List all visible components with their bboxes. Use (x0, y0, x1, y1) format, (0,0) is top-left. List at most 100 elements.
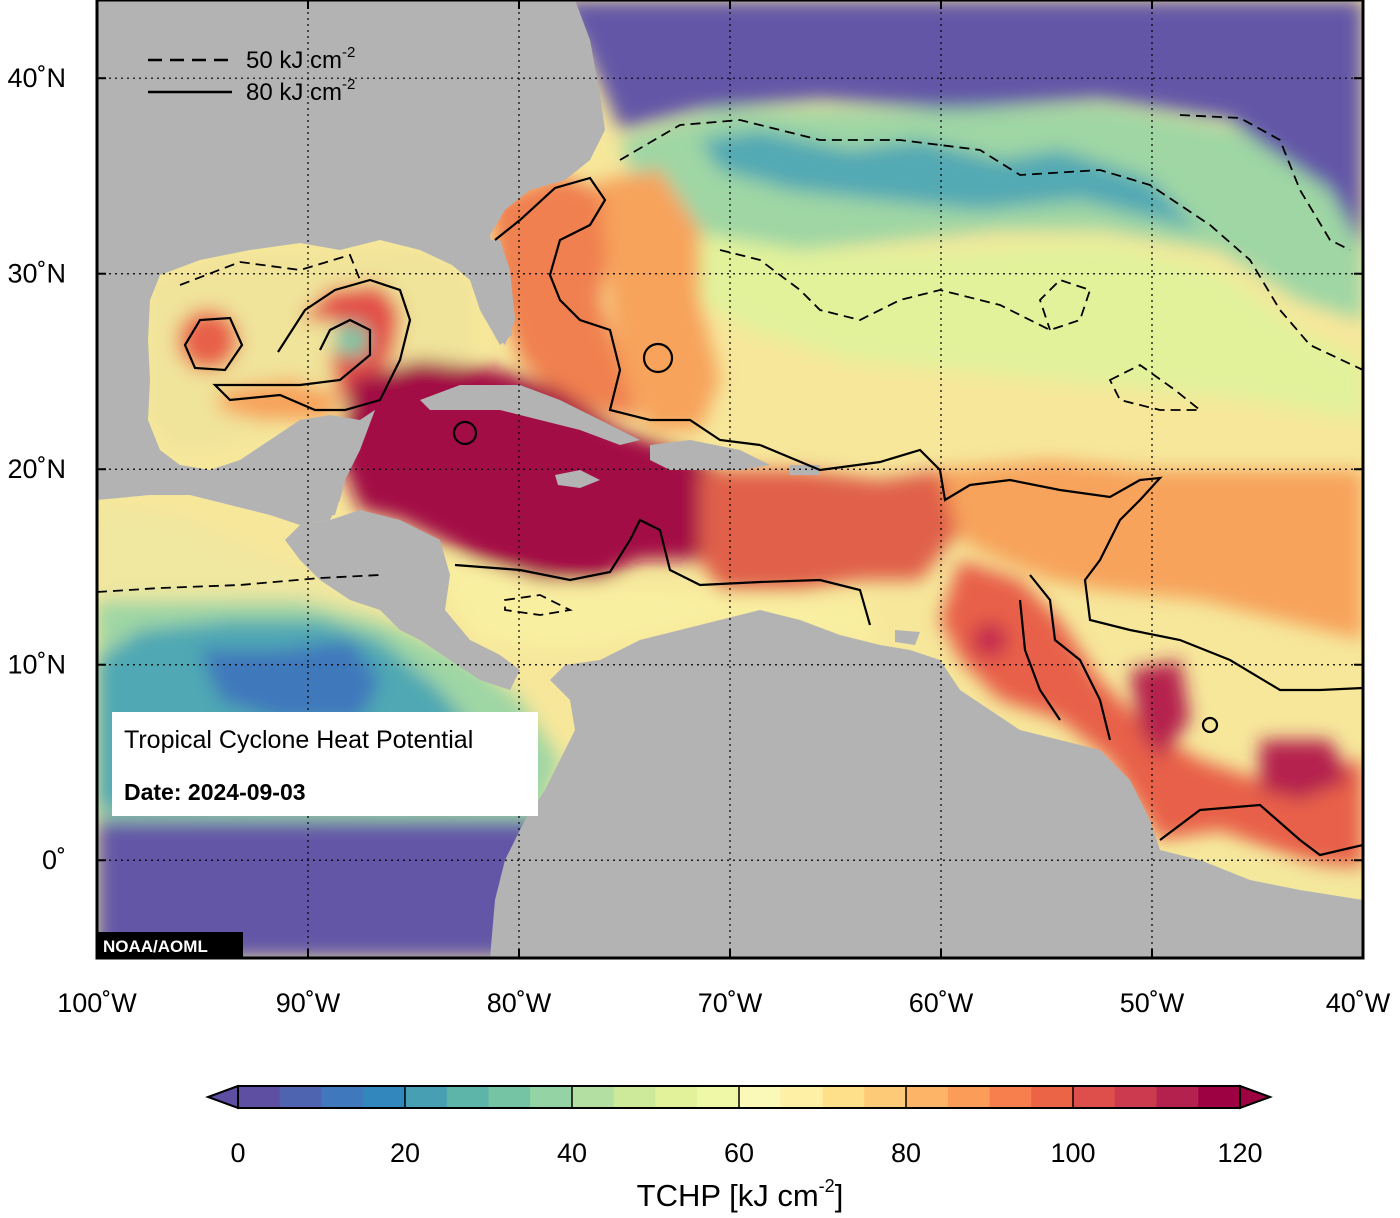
lon-tick-label: 100˚W (57, 988, 137, 1018)
land-jamaica (555, 470, 600, 488)
caribbean-east-warm (700, 470, 960, 590)
contour-80-guiana-inner (1018, 599, 1061, 721)
colorbar-tick-label: 40 (557, 1138, 587, 1168)
info-box-date: Date: 2024-09-03 (124, 779, 306, 805)
colorbar-over-arrow (1239, 1084, 1273, 1110)
contour-80-gulf-west (183, 316, 244, 372)
gulf-stream-warm (490, 175, 640, 420)
colorbar-swatch (1198, 1086, 1241, 1108)
contour-50-mid-loop (719, 249, 1092, 331)
colorbar-swatch (947, 1086, 990, 1108)
info-box-title: Tropical Cyclone Heat Potential (124, 726, 473, 754)
contour-50-caribbean-south (504, 594, 573, 616)
teal-patches-north (700, 130, 1200, 230)
contour-80-gulfstream (494, 176, 761, 447)
contour-80-guiana (1029, 574, 1112, 741)
colorbar-tick-label: 80 (891, 1138, 921, 1168)
colorbar-tick-label: 120 (1217, 1138, 1262, 1168)
contour-50-gulf (179, 253, 361, 286)
caribbean-hot (340, 360, 730, 580)
colorbar-swatch (864, 1086, 907, 1108)
colorbar-tick-label: 60 (724, 1138, 754, 1168)
land-central-america (285, 510, 520, 690)
credit-badge: NOAA/AOML (97, 932, 243, 958)
credit-badge-background (97, 932, 243, 958)
colorbar-swatch (238, 1086, 281, 1108)
colorbar-swatch (530, 1086, 573, 1108)
colorbar-swatch (655, 1086, 698, 1108)
land-cuba (420, 385, 640, 445)
contour-legend: 50 kJ cm-2 80 kJ cm-2 (148, 44, 355, 106)
colorbar-swatch (989, 1086, 1032, 1108)
yellow-green-mid (680, 230, 1363, 420)
colorbar-swatch (279, 1086, 322, 1108)
contour-80-gulf-loop (212, 278, 412, 412)
contour-80-caribbean-south (454, 518, 872, 626)
colorbar-swatch (1156, 1086, 1199, 1108)
lat-tick-label: 10˚N (7, 650, 66, 680)
colorbar-tick-label: 100 (1050, 1138, 1095, 1168)
land-yucatan (300, 410, 375, 515)
info-box-background (112, 712, 538, 816)
colorbar-swatch (1031, 1086, 1074, 1108)
colorbar-swatch (780, 1086, 823, 1108)
contour-80-tropical-north (759, 443, 1363, 692)
land-south-america (490, 610, 1363, 958)
land-trinidad (895, 630, 920, 645)
colorbar-title: TCHP [kJ cm-2] (637, 1176, 844, 1213)
land-puerto-rico (790, 465, 820, 475)
colorbar-swatch (488, 1086, 531, 1108)
colorbar-swatch (1073, 1086, 1116, 1108)
lon-tick-label: 90˚W (276, 988, 341, 1018)
land-north-america (97, 0, 605, 525)
lat-tick-label: 40˚N (7, 63, 66, 93)
land-hispaniola (650, 440, 770, 470)
lon-tick-label: 70˚W (698, 988, 763, 1018)
amazon-hot-eddy (972, 622, 1008, 658)
pacific-deep-blue (97, 820, 540, 958)
southeast-warm (600, 170, 720, 430)
east-hot-core (1260, 740, 1350, 800)
guiana-warm (940, 560, 1363, 880)
lat-tick-label: 0˚ (42, 845, 66, 875)
legend-dashed-label: 50 kJ cm-2 (246, 44, 355, 74)
land-masses (97, 0, 1363, 958)
map-axes: 100˚W 90˚W 80˚W 70˚W 60˚W 50˚W 40˚W 40˚N 30˚N 20˚… (7, 0, 1391, 1018)
colorbar-swatch (739, 1086, 782, 1108)
guiana-hot-core (1130, 660, 1190, 760)
info-box: Tropical Cyclone Heat Potential Date: 20… (112, 712, 538, 816)
contour-50-mid-2 (1108, 363, 1203, 411)
pacific-blue (200, 640, 380, 720)
colorbar-swatch (405, 1086, 448, 1108)
lon-tick-label: 50˚W (1120, 988, 1185, 1018)
contour-80 (183, 176, 1363, 857)
contour-50-pacific (97, 574, 381, 593)
contour-50-north (619, 119, 1363, 371)
contour-80-bahamas-loop (642, 342, 674, 374)
lat-tick-label: 20˚N (7, 454, 66, 484)
colorbar-swatch (1114, 1086, 1157, 1108)
gulf-cold-eddy (334, 322, 370, 358)
tropical-atlantic-warm (940, 460, 1363, 640)
colorbar-tick-label: 0 (230, 1138, 245, 1168)
lat-tick-label: 30˚N (7, 259, 66, 289)
land-florida (480, 240, 515, 345)
legend-solid-label: 80 kJ cm-2 (246, 76, 355, 106)
colorbar-swatch (572, 1086, 615, 1108)
colorbar-swatch (613, 1086, 656, 1108)
pacific-yellow (97, 505, 400, 620)
lon-tick-label: 60˚W (909, 988, 974, 1018)
colorbar: 0 20 40 60 80 100 120 (205, 1084, 1273, 1168)
colorbar-swatch (822, 1086, 865, 1108)
contour-80-south (1159, 803, 1363, 857)
colorbar-tick-label: 20 (390, 1138, 420, 1168)
colorbar-swatch (321, 1086, 364, 1108)
colorbar-swatch (906, 1086, 949, 1108)
contour-80-east-eddy (1201, 716, 1219, 734)
contour-80-cuba-eddy (452, 420, 478, 446)
contour-50 (97, 114, 1363, 616)
colorbar-swatch (446, 1086, 489, 1108)
gulf-south-warm (220, 380, 340, 420)
credit-text: NOAA/AOML (103, 937, 208, 956)
colorbar-swatch (697, 1086, 740, 1108)
